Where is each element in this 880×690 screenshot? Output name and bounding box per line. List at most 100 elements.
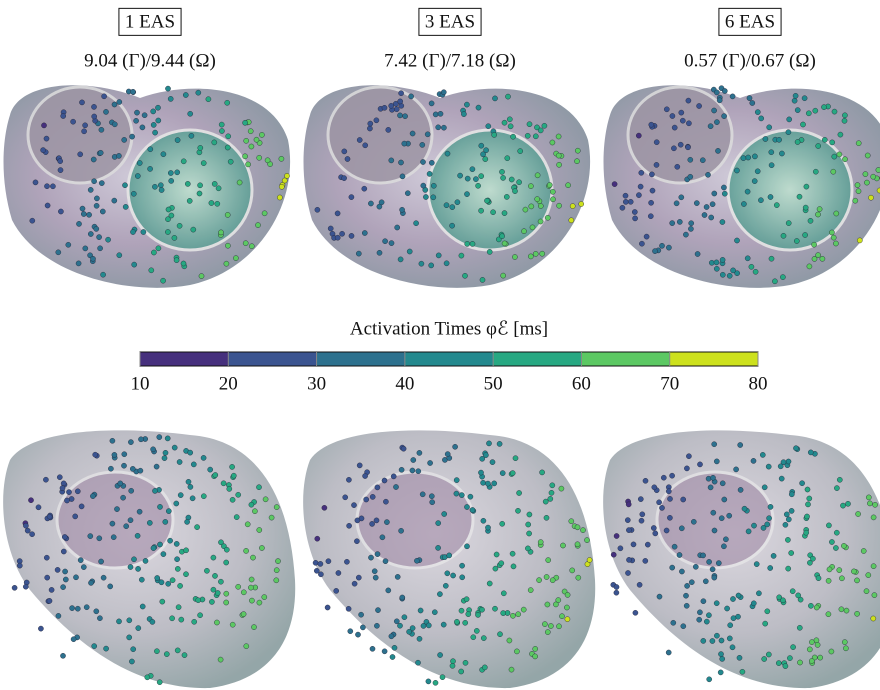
- electrode-dot: [244, 521, 251, 528]
- electrode-dot: [129, 658, 135, 665]
- electrode-dot: [729, 93, 736, 100]
- electrode-dot: [82, 122, 88, 129]
- electrode-dot: [659, 505, 665, 511]
- electrode-dot: [369, 646, 376, 652]
- panel-title: 6 EAS: [725, 11, 775, 32]
- electrode-dot: [694, 251, 701, 257]
- electrode-dot: [718, 637, 725, 644]
- electrode-dot: [479, 606, 485, 613]
- electrode-dot: [679, 525, 685, 532]
- electrode-dot: [218, 539, 224, 546]
- electrode-dot: [559, 613, 565, 620]
- electrode-dot: [462, 272, 468, 279]
- electrode-dot: [435, 252, 442, 259]
- electrode-dot: [564, 592, 571, 598]
- electrode-dot: [679, 568, 685, 575]
- electrode-dot: [248, 143, 255, 150]
- electrode-dot: [108, 465, 114, 472]
- electrode-dot: [400, 445, 407, 452]
- electrode-dot: [776, 136, 782, 143]
- electrode-dot: [762, 620, 769, 627]
- electrode-dot: [718, 651, 724, 657]
- electrode-dot: [721, 184, 727, 191]
- colorbar-segment: [228, 352, 317, 366]
- electrode-dot: [839, 575, 845, 582]
- electrode-dot: [242, 153, 248, 160]
- electrode-dot: [351, 502, 357, 508]
- electrode-dot: [666, 244, 672, 251]
- electrode-dot: [432, 680, 439, 686]
- electrode-dot: [755, 109, 761, 115]
- electrode-dot: [714, 119, 720, 125]
- electrode-dot: [815, 252, 821, 258]
- electrode-dot: [127, 517, 134, 524]
- electrode-dot: [548, 623, 554, 629]
- electrode-dot: [194, 524, 200, 530]
- electrode-dot: [779, 150, 785, 157]
- electrode-dot: [826, 566, 833, 573]
- electrode-dot: [150, 108, 156, 115]
- electrode-dot: [435, 124, 442, 131]
- electrode-dot: [870, 173, 877, 180]
- electrode-dot: [418, 260, 425, 267]
- electrode-dot: [402, 113, 408, 119]
- electrode-dot: [506, 116, 513, 123]
- electrode-dot: [150, 122, 157, 128]
- electrode-dot: [321, 504, 328, 511]
- electrode-dot: [780, 232, 787, 239]
- electrode-dot: [371, 568, 378, 575]
- electrode-dot: [830, 234, 837, 241]
- electrode-dot: [58, 208, 64, 215]
- valve-left: [626, 85, 734, 185]
- electrode-dot: [227, 158, 234, 165]
- electrode-dot: [499, 521, 506, 527]
- electrode-dot: [843, 645, 849, 652]
- electrode-dot: [696, 103, 702, 109]
- electrode-dot: [381, 648, 388, 655]
- electrode-dot: [670, 620, 677, 626]
- electrode-dot: [360, 624, 366, 631]
- electrode-dot: [155, 245, 162, 252]
- electrode-dot: [813, 604, 820, 611]
- electrode-dot: [90, 255, 96, 262]
- electrode-dot: [180, 158, 187, 165]
- electrode-dot: [625, 570, 631, 576]
- electrode-dot: [130, 89, 136, 95]
- electrode-dot: [688, 226, 694, 232]
- electrode-dot: [673, 200, 680, 207]
- electrode-dot: [276, 194, 283, 201]
- electrode-dot: [334, 234, 341, 241]
- electrode-dot: [871, 592, 878, 598]
- electrode-dot: [791, 97, 798, 104]
- electrode-dot: [801, 95, 808, 101]
- electrode-dot: [506, 637, 513, 644]
- electrode-dot: [114, 506, 120, 512]
- electrode-dot: [720, 271, 726, 278]
- electrode-dot: [512, 455, 519, 462]
- electrode-dot: [718, 515, 725, 522]
- electrode-dot: [374, 551, 381, 557]
- electrode-dot: [726, 512, 733, 519]
- electrode-dot: [845, 500, 851, 507]
- electrode-dot: [806, 495, 813, 502]
- electrode-dot: [745, 528, 752, 535]
- electrode-dot: [167, 537, 173, 544]
- electrode-dot: [733, 466, 739, 473]
- electrode-dot: [409, 130, 416, 137]
- electrode-dot: [475, 182, 481, 189]
- electrode-dot: [207, 466, 213, 473]
- electrode-dot: [716, 560, 722, 566]
- electrode-dot: [169, 615, 175, 622]
- electrode-dot: [556, 202, 562, 209]
- electrode-dot: [700, 157, 706, 163]
- electrode-dot: [440, 621, 447, 628]
- electrode-dot: [480, 518, 487, 524]
- electrode-dot: [764, 608, 771, 615]
- electrode-dot: [500, 610, 507, 616]
- electrode-dot: [189, 495, 196, 502]
- electrode-dot: [626, 527, 632, 533]
- electrode-dot: [808, 603, 814, 609]
- electrode-dot: [683, 603, 690, 609]
- electrode-dot: [177, 492, 184, 498]
- electrode-dot: [475, 104, 482, 111]
